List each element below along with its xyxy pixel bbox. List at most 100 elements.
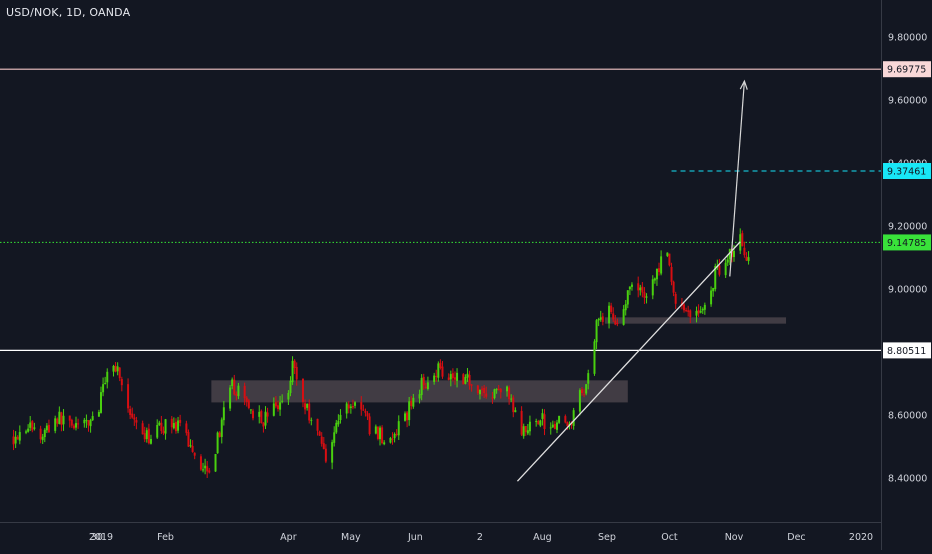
x-tick-label-7: Aug [533, 532, 552, 543]
candle-body [293, 360, 296, 368]
candle-body [743, 247, 746, 256]
candle-body [408, 401, 411, 421]
candle-body [222, 407, 225, 421]
candle-body [522, 426, 525, 437]
candle-body [535, 421, 538, 423]
candle-body [127, 384, 130, 409]
candle-body [252, 410, 255, 419]
candle-body [451, 373, 454, 379]
candle-body [45, 425, 48, 431]
candle-body [100, 392, 102, 413]
candle-body [699, 310, 702, 313]
candle-body [683, 304, 686, 311]
candle-body [728, 249, 731, 260]
candle-body [237, 385, 240, 397]
x-tick-label-10: Nov [725, 532, 744, 543]
candle-body [131, 413, 134, 418]
candle-body [495, 389, 498, 391]
candle-body [287, 392, 290, 400]
candle-body [177, 420, 180, 431]
candle-body [102, 384, 105, 393]
candle-body [718, 265, 721, 275]
candle-body [493, 389, 496, 399]
candle-body [672, 281, 675, 293]
candle-body [714, 265, 717, 290]
candle-body [337, 420, 340, 425]
candle-body [381, 427, 384, 444]
candle-body [347, 404, 350, 409]
candle-body [747, 257, 750, 262]
candle-body [462, 374, 465, 385]
candle-body [655, 268, 658, 280]
candle-body [447, 377, 450, 380]
candle-body [291, 360, 294, 383]
x-tick-label-4: May [341, 532, 361, 543]
candle-body [233, 379, 236, 395]
candle-body [543, 414, 546, 429]
candle-body [272, 403, 275, 416]
level-label-0: 9.69775 [887, 65, 926, 76]
candle-body [697, 309, 700, 314]
candle-body [639, 287, 642, 291]
candle-body [597, 318, 600, 321]
candle-body [645, 296, 648, 298]
candle-body [666, 252, 669, 256]
candle-body [243, 385, 246, 399]
candle-body [214, 454, 217, 472]
candle-body [476, 385, 479, 393]
x-tick-label-1: 2019 [89, 532, 113, 543]
candle-body [449, 374, 452, 380]
candle-body [701, 308, 704, 311]
candle-body [179, 419, 182, 423]
candle-body [208, 470, 211, 473]
candle-body [87, 420, 90, 426]
level-label-2: 9.14785 [887, 238, 926, 249]
candle-body [593, 341, 596, 374]
candle-body [724, 262, 727, 276]
level-label-bg-0 [883, 61, 931, 78]
candle-body [643, 292, 646, 298]
candle-body [75, 423, 78, 428]
candle-body [528, 421, 531, 432]
candle-body [274, 402, 277, 407]
candle-body [335, 422, 338, 433]
candle-body [27, 428, 30, 432]
candle-body [612, 313, 615, 320]
candle-body [422, 376, 425, 386]
candle-body [89, 419, 92, 427]
candle-body [710, 290, 713, 305]
candle-body [483, 387, 486, 394]
candle-body [616, 322, 619, 325]
candle-body [301, 378, 304, 403]
candle-body [141, 423, 144, 435]
x-tick-label-0: 30 [91, 532, 103, 543]
level-label-1: 9.37461 [887, 166, 926, 177]
candle-body [410, 400, 413, 406]
candle-body [741, 233, 744, 247]
candle-body [54, 418, 57, 431]
candle-body [420, 377, 423, 396]
candle-body [260, 410, 263, 423]
candle-body [339, 414, 342, 421]
candle-body [56, 418, 59, 424]
candle-body [437, 363, 440, 378]
candle-body [689, 310, 692, 317]
candle-body [216, 432, 219, 454]
candle-body [687, 310, 690, 312]
candle-body [628, 286, 631, 290]
candle-body [112, 365, 115, 372]
candle-body [551, 424, 554, 428]
candle-body [118, 367, 121, 379]
candle-body [433, 375, 436, 382]
candle-body [164, 419, 167, 434]
candle-body [14, 436, 17, 444]
candle-body [587, 373, 590, 384]
candle-body [39, 428, 42, 440]
candle-body [289, 380, 292, 394]
candle-body [520, 410, 523, 435]
candle-body [62, 415, 65, 425]
candle-body [345, 403, 348, 414]
candle-body [374, 426, 377, 434]
x-tick-label-8: Sep [598, 532, 616, 543]
